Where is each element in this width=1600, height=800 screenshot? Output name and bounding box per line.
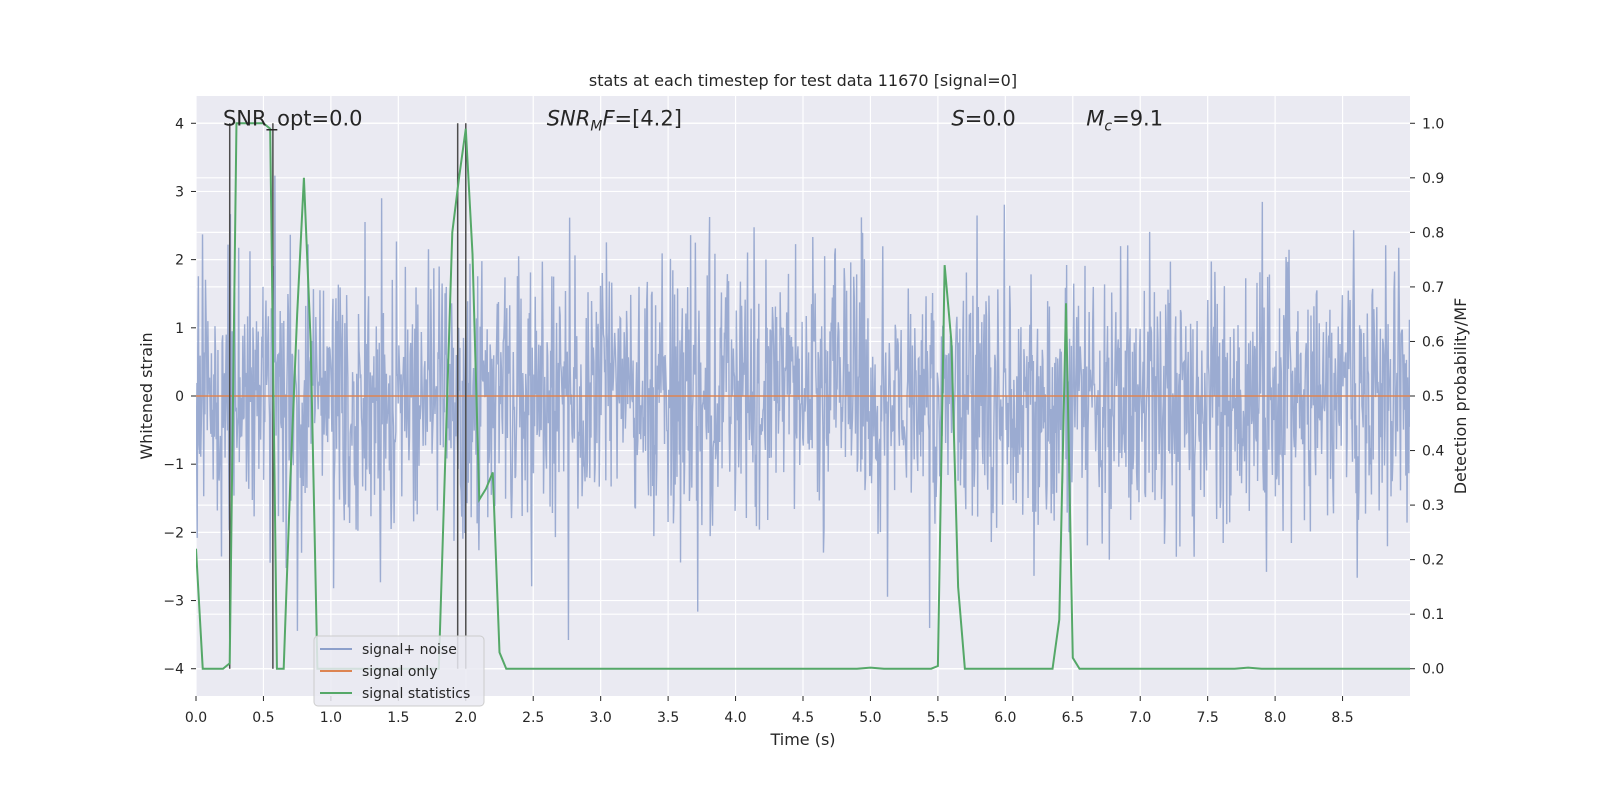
y-tick-label: −2: [163, 525, 184, 541]
x-tick-label: 5.0: [859, 710, 881, 726]
legend: signal+ noise signal only signal statistic…: [313, 635, 485, 707]
y-tick-label: 4: [175, 116, 184, 132]
x-tick-label: 4.5: [792, 710, 814, 726]
y-tick-label: 1: [175, 321, 184, 337]
y2-tick-label: 0.2: [1422, 553, 1444, 569]
x-tick-label: 6.5: [1062, 710, 1084, 726]
legend-label: signal only: [362, 664, 437, 680]
y2-tick-label: 0.4: [1422, 444, 1444, 460]
series-area: [196, 122, 1410, 670]
y-tick-label: −1: [163, 457, 184, 473]
y2-tick-label: 0.9: [1422, 171, 1444, 187]
x-tick-label: 4.0: [724, 710, 746, 726]
y-tick-label: −4: [163, 662, 184, 678]
y-tick-label: 0: [175, 389, 184, 405]
y-tick-label: 2: [175, 253, 184, 269]
x-tick-label: 5.5: [927, 710, 949, 726]
x-tick-label: 8.5: [1331, 710, 1353, 726]
x-tick-label: 1.0: [320, 710, 342, 726]
x-tick-label: 6.0: [994, 710, 1016, 726]
y2-tick-label: 0.1: [1422, 607, 1444, 623]
y2-tick-label: 0.3: [1422, 498, 1444, 514]
signal-statistics-line: [196, 122, 1410, 670]
x-tick-label: 7.5: [1197, 710, 1219, 726]
y2-tick-label: 0.6: [1422, 334, 1444, 350]
chart-title: stats at each timestep for test data 116…: [589, 71, 1017, 90]
y2-axis-label: Detection probability/MF: [1451, 298, 1470, 495]
annotation-s: S=0.0: [951, 106, 1015, 130]
annotation-snr-mf: SNRMF=[4.2]: [547, 106, 682, 134]
legend-box: [313, 635, 485, 707]
x-tick-label: 1.5: [387, 710, 409, 726]
y-tick-label: 3: [175, 184, 184, 200]
annotation-mc: Mc=9.1: [1086, 106, 1163, 134]
x-tick-label: 3.0: [590, 710, 612, 726]
annotation-snr-opt: SNR_opt=0.0: [223, 106, 363, 131]
legend-label: signal+ noise: [362, 642, 457, 658]
x-tick-label: 2.5: [522, 710, 544, 726]
x-tick-label: 8.0: [1264, 710, 1286, 726]
y2-tick-label: 1.0: [1422, 116, 1444, 132]
y-axis-label: Whitened strain: [137, 332, 156, 459]
legend-label: signal statistics: [362, 686, 470, 702]
y2-tick-label: 0.5: [1422, 389, 1444, 405]
x-tick-label: 0.5: [252, 710, 274, 726]
x-tick-label: 7.0: [1129, 710, 1151, 726]
y2-tick-label: 0.0: [1422, 662, 1444, 678]
y-tick-label: −3: [163, 594, 184, 610]
annotations: SNR_opt=0.0 SNRMF=[4.2] S=0.0 Mc=9.1: [223, 106, 1163, 134]
x-tick-label: 3.5: [657, 710, 679, 726]
signal-noise-line: [196, 175, 1410, 641]
y2-tick-label: 0.7: [1422, 280, 1444, 296]
x-tick-label: 0.0: [185, 710, 207, 726]
x-axis-label: Time (s): [769, 730, 835, 749]
axes: 0.0 0.5 1.0 1.5 2.0 2.5 3.0 3.5 4.0 4.5 5.0 5.5 6.0 6…: [163, 116, 1444, 726]
y2-tick-label: 0.8: [1422, 225, 1444, 241]
x-tick-label: 2.0: [455, 710, 477, 726]
